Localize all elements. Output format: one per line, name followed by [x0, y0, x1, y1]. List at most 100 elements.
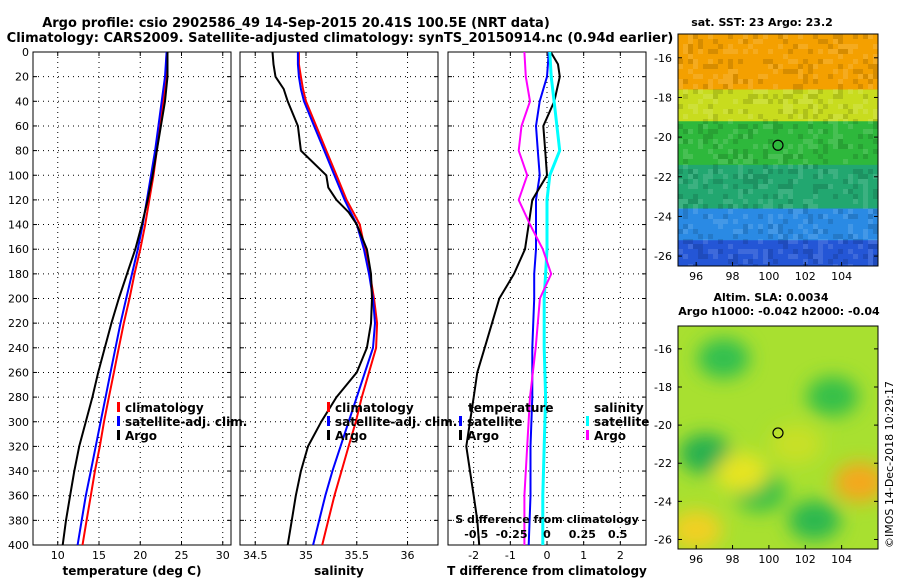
sst-pixel	[678, 169, 683, 174]
sst-pixel	[703, 94, 708, 99]
sst-pixel	[738, 59, 743, 64]
sst-pixel	[758, 229, 763, 234]
sst-pixel	[778, 224, 783, 229]
sst-pixel	[808, 234, 813, 239]
sst-pixel	[823, 159, 828, 164]
sst-pixel	[818, 249, 823, 254]
s-difference-xlabel: S difference from climatology	[455, 513, 639, 526]
legend-swatch-climatology	[117, 402, 120, 412]
sst-pixel	[773, 164, 778, 169]
sst-pixel	[813, 114, 818, 119]
depth-tick-label: 300	[8, 416, 29, 429]
sst-pixel	[743, 174, 748, 179]
sst-pixel	[753, 159, 758, 164]
sst-pixel	[753, 174, 758, 179]
sst-pixel	[823, 39, 828, 44]
sst-pixel	[868, 79, 873, 84]
depth-tick-label: 320	[8, 440, 29, 453]
legend-label-climatology: climatology	[335, 401, 414, 415]
sst-pixel	[698, 124, 703, 129]
sst-pixel	[863, 199, 868, 204]
sst-pixel	[833, 89, 838, 94]
sst-pixel	[843, 259, 848, 264]
sst-pixel	[683, 179, 688, 184]
sst-pixel	[873, 239, 878, 244]
sst-pixel	[693, 204, 698, 209]
sst-pixel	[873, 259, 878, 264]
depth-tick-label: 380	[8, 514, 29, 527]
sst-pixel	[688, 59, 693, 64]
sst-pixel	[808, 164, 813, 169]
sst-pixel	[848, 64, 853, 69]
x-tick-label: 2	[617, 549, 624, 562]
sst-pixel	[758, 214, 763, 219]
sst-pixel	[693, 89, 698, 94]
sst-pixel	[833, 209, 838, 214]
sst-pixel	[813, 149, 818, 154]
sst-pixel	[708, 49, 713, 54]
sst-pixel	[863, 184, 868, 189]
sst-pixel	[818, 184, 823, 189]
series-line-temperature-satellite-adj-clim-	[76, 51, 168, 546]
sst-pixel	[728, 209, 733, 214]
sst-pixel	[748, 94, 753, 99]
sst-pixel	[873, 229, 878, 234]
sst-pixel	[798, 44, 803, 49]
sla-anomaly-blob	[788, 500, 841, 541]
sst-pixel	[838, 44, 843, 49]
legend-swatch-climatology	[327, 402, 330, 412]
x-tick-label: 30	[216, 549, 230, 562]
sst-pixel	[783, 104, 788, 109]
sst-pixel	[713, 64, 718, 69]
sst-pixel	[708, 79, 713, 84]
sst-pixel	[798, 84, 803, 89]
sst-pixel	[813, 109, 818, 114]
sst-pixel	[718, 79, 723, 84]
sst-pixel	[843, 214, 848, 219]
sst-pixel	[698, 39, 703, 44]
sst-pixel	[688, 199, 693, 204]
sst-pixel	[718, 89, 723, 94]
sst-pixel	[703, 174, 708, 179]
sst-pixel	[713, 49, 718, 54]
sst-pixel	[748, 79, 753, 84]
sst-pixel	[743, 214, 748, 219]
sla-anomaly-blob	[806, 376, 859, 417]
sst-pixel	[703, 119, 708, 124]
sst-pixel	[703, 184, 708, 189]
sst-pixel	[868, 34, 873, 39]
legend-label-satellite: satellite-adj. clim.	[125, 415, 247, 429]
sst-pixel	[733, 259, 738, 264]
sst-pixel	[818, 89, 823, 94]
sst-pixel	[788, 104, 793, 109]
sst-pixel	[853, 59, 858, 64]
sst-pixel	[718, 159, 723, 164]
sst-pixel	[738, 124, 743, 129]
sst-pixel	[743, 154, 748, 159]
sst-pixel	[818, 169, 823, 174]
sst-pixel	[798, 169, 803, 174]
sst-pixel	[693, 229, 698, 234]
sst-pixel	[728, 254, 733, 259]
sst-pixel	[848, 144, 853, 149]
sst-pixel	[763, 99, 768, 104]
sst-pixel	[808, 124, 813, 129]
sst-pixel	[733, 99, 738, 104]
sst-pixel	[818, 39, 823, 44]
series-line-difference-s-argo	[517, 51, 553, 545]
sst-pixel	[808, 49, 813, 54]
sst-pixel	[718, 154, 723, 159]
sst-pixel	[793, 84, 798, 89]
sst-pixel	[723, 219, 728, 224]
sst-pixel	[713, 139, 718, 144]
sst-pixel	[693, 209, 698, 214]
sst-pixel	[693, 84, 698, 89]
sst-pixel	[728, 119, 733, 124]
sst-pixel	[773, 69, 778, 74]
map-lon-tick-label: 104	[831, 553, 852, 566]
sst-pixel	[703, 109, 708, 114]
sst-pixel	[763, 184, 768, 189]
sst-pixel	[788, 239, 793, 244]
map-lat-tick-label: -16	[654, 343, 672, 356]
